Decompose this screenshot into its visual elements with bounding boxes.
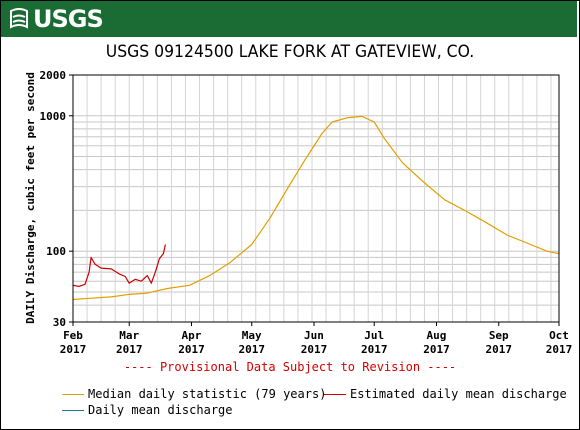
plot-background: [73, 75, 559, 322]
x-tick-label: 2017: [486, 343, 513, 356]
x-tick-label: Jul: [364, 329, 384, 342]
legend-estimated: Estimated daily mean discharge: [324, 387, 567, 401]
x-tick-label: 2017: [423, 343, 450, 356]
series-line-0: [72, 115, 560, 301]
x-tick-label: 2017: [178, 343, 205, 356]
x-tick-label: Aug: [427, 329, 447, 342]
y-tick-label: 100: [46, 245, 66, 258]
legend-median: Median daily statistic (79 years): [62, 387, 326, 401]
legend-swatch-estimated: [324, 393, 346, 395]
y-tick-label: 1000: [40, 110, 67, 123]
provisional-note: ---- Provisional Data Subject to Revisio…: [123, 360, 457, 374]
x-tick-label: 2017: [238, 343, 265, 356]
legend-label-estimated: Estimated daily mean discharge: [350, 387, 567, 401]
legend-swatch-median: [62, 393, 84, 395]
chart-title: USGS 09124500 LAKE FORK AT GATEVIEW, CO.: [105, 42, 475, 62]
plot-border: [72, 74, 560, 323]
y-tick-label: 30: [53, 316, 66, 329]
x-tick-label: Feb: [63, 329, 83, 342]
x-axis-ticks: Feb2017Mar2017Apr2017May2017Jun2017Jul20…: [60, 322, 573, 356]
x-tick-label: 2017: [116, 343, 143, 356]
x-tick-label: May: [242, 329, 262, 342]
usgs-logo-text: USGS: [33, 5, 104, 33]
y-tick-label: 2000: [40, 69, 67, 82]
x-tick-label: Apr: [182, 329, 202, 342]
series-line-1: [72, 244, 166, 287]
x-tick-label: 2017: [546, 343, 573, 356]
y-axis-label: DAILY Discharge, cubic feet per second: [24, 72, 37, 324]
usgs-banner: USGS: [1, 1, 577, 37]
usgs-wave-icon: [10, 8, 28, 29]
x-tick-label: Oct: [549, 329, 569, 342]
legend-label-daily-mean: Daily mean discharge: [88, 403, 233, 417]
x-tick-label: 2017: [361, 343, 388, 356]
usgs-logo[interactable]: USGS: [9, 5, 104, 33]
x-tick-label: 2017: [301, 343, 328, 356]
x-tick-label: Mar: [119, 329, 139, 342]
x-tick-label: Jun: [304, 329, 324, 342]
y-axis-ticks: 2000 1000 100 30: [40, 69, 73, 329]
legend-label-median: Median daily statistic (79 years): [88, 387, 327, 401]
x-tick-label: 2017: [60, 343, 87, 356]
x-gridlines: [72, 75, 552, 322]
legend-swatch-daily-mean: [62, 409, 84, 411]
legend-daily-mean: Daily mean discharge: [62, 403, 233, 417]
series-lines: [72, 115, 560, 301]
x-tick-label: Sep: [489, 329, 509, 342]
